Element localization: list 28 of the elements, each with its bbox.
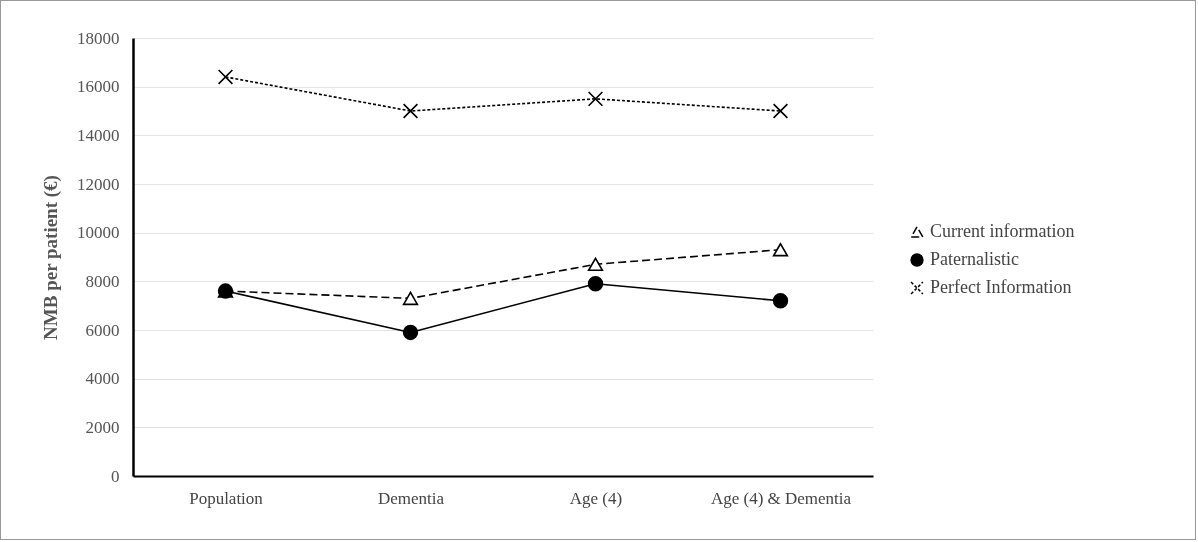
y-tick-label: 4000 — [85, 369, 120, 389]
x-tick-label: Age (4) — [569, 488, 623, 508]
y-tick-label: 14000 — [77, 125, 120, 145]
y-tick-label: 6000 — [85, 320, 120, 340]
y-tick-label: 0 — [111, 466, 120, 486]
y-tick-label: 10000 — [77, 223, 120, 243]
point — [772, 242, 789, 257]
point — [587, 91, 604, 107]
point — [587, 276, 604, 292]
legend-label: Current information — [930, 221, 1075, 241]
x-tick-label: Dementia — [377, 488, 445, 508]
y-tick-label: 12000 — [77, 174, 120, 194]
x-tick-label: Age (4) & Dementia — [710, 488, 852, 508]
point — [772, 293, 789, 309]
y-tick-label: 2000 — [85, 417, 120, 437]
point — [402, 103, 419, 119]
x-tick-label: Population — [189, 488, 264, 508]
point — [402, 291, 419, 306]
y-tick-label: 16000 — [77, 77, 120, 97]
y-tick-label: 8000 — [85, 271, 120, 291]
point — [772, 103, 789, 119]
point — [587, 257, 604, 272]
point — [217, 69, 234, 85]
legend-label: Perfect Information — [930, 277, 1072, 297]
point — [402, 324, 419, 341]
y-tick-label: 18000 — [77, 28, 120, 48]
y-axis-title: NMB per patient (€) — [40, 175, 62, 340]
legend-label: Paternalistic — [930, 249, 1019, 269]
